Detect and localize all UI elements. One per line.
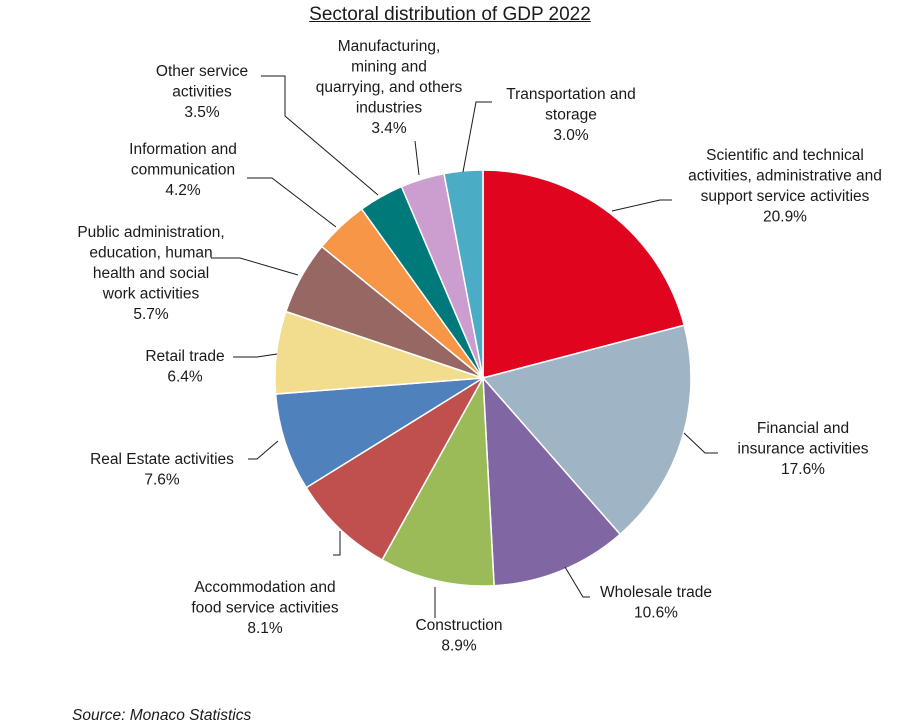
slice-name-label: education, human: [89, 245, 212, 262]
slice-label: Wholesale trade 10.6%: [600, 584, 712, 622]
leader-line: [247, 177, 337, 228]
slice-name-label: Wholesale trade: [600, 584, 712, 601]
leader-line: [414, 140, 420, 176]
slice-name-label: work activities: [102, 286, 200, 303]
slice-label: Information and communication 4.2%: [129, 141, 237, 199]
slice-value-label: 7.6%: [144, 472, 180, 489]
pie-slice: [305, 375, 486, 561]
pie-slice: [481, 324, 692, 536]
leader-line: [611, 199, 672, 212]
slice-name-label: industries: [356, 100, 423, 117]
slice-value-label: 17.6%: [781, 461, 825, 478]
slice-name-label: communication: [131, 162, 235, 179]
slice-name-label: Real Estate activities: [90, 451, 234, 468]
slice-label: Accommodation and food service activities…: [191, 579, 339, 637]
leader-line: [248, 440, 279, 460]
slice-name-label: quarrying, and others: [316, 79, 463, 96]
slice-value-label: 6.4%: [167, 369, 203, 386]
leader-line: [564, 566, 590, 598]
slice-name-label: support service activities: [701, 188, 870, 205]
slice-name-label: Scientific and technical: [706, 147, 864, 164]
slice-label: Financial and insurance activities 17.6%: [738, 420, 869, 478]
leader-line: [333, 531, 341, 556]
slice-label: Scientific and technical activities, admi…: [688, 147, 882, 226]
chart-title: Sectoral distribution of GDP 2022: [309, 4, 591, 25]
slice-value-label: 5.7%: [133, 306, 169, 323]
slice-value-label: 3.4%: [371, 120, 407, 137]
slice-value-label: 20.9%: [763, 209, 807, 226]
slice-name-label: Manufacturing,: [338, 38, 441, 55]
leader-line: [261, 75, 379, 196]
pie-slice: [482, 375, 622, 587]
slice-name-label: Financial and: [757, 420, 849, 437]
slice-value-label: 4.2%: [165, 182, 201, 199]
slice-label: Construction 8.9%: [415, 617, 502, 655]
slice-name-label: Other service: [156, 63, 248, 80]
slice-value-label: 10.6%: [634, 605, 678, 622]
slice-name-label: Information and: [129, 141, 237, 158]
pie-slice: [482, 169, 686, 379]
slice-value-label: 3.5%: [184, 104, 220, 121]
slice-name-label: health and social: [93, 265, 209, 282]
slice-label: Public administration, education, human he…: [77, 224, 224, 323]
leader-line: [233, 353, 278, 358]
slice-label: Manufacturing, mining and quarrying, and o…: [316, 38, 463, 137]
slice-name-label: Accommodation and: [194, 579, 335, 596]
slice-name-label: Transportation and: [506, 86, 636, 103]
slice-name-label: Construction: [415, 617, 502, 634]
slice-label: Retail trade 6.4%: [145, 348, 224, 386]
leader-line: [462, 101, 492, 173]
slice-value-label: 8.1%: [247, 620, 283, 637]
pie-slice: [381, 375, 495, 587]
slice-value-label: 8.9%: [441, 638, 477, 655]
slice-label: Transportation and storage 3.0%: [506, 86, 636, 144]
leader-line: [683, 432, 718, 454]
leader-line: [211, 257, 299, 276]
slice-name-label: food service activities: [191, 600, 339, 617]
slice-name-label: mining and: [351, 59, 427, 76]
slice-label: Other service activities 3.5%: [156, 63, 248, 121]
slice-value-label: 3.0%: [553, 127, 589, 144]
source-note: Source: Monaco Statistics: [72, 707, 252, 724]
slice-name-label: Public administration,: [77, 224, 224, 241]
slice-label: Real Estate activities 7.6%: [90, 451, 234, 489]
slice-name-label: insurance activities: [738, 441, 869, 458]
slice-name-label: Retail trade: [145, 348, 224, 365]
pie-slice: [274, 377, 484, 489]
slice-name-label: activities: [172, 84, 232, 101]
slice-name-label: activities, administrative and: [688, 168, 882, 185]
slice-name-label: storage: [545, 107, 597, 124]
